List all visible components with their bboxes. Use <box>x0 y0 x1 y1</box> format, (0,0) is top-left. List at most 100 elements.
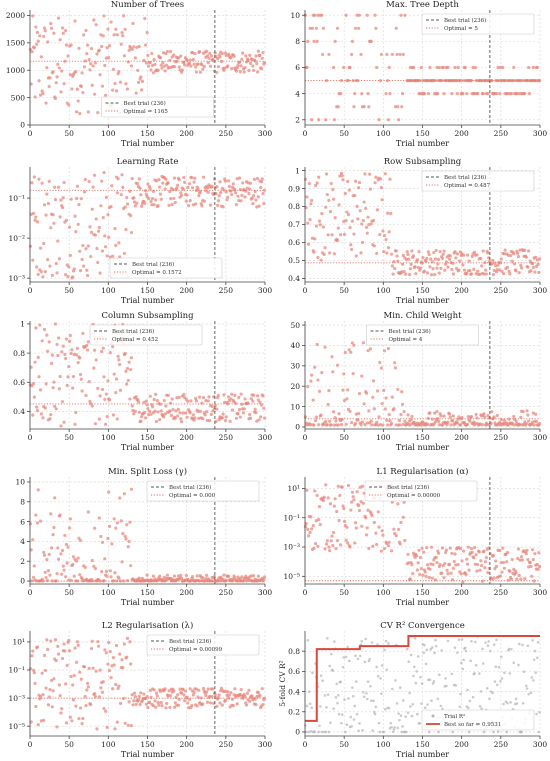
data-point <box>495 413 499 418</box>
data-point <box>75 184 79 188</box>
legend-box <box>421 13 535 35</box>
trial-r2-point <box>351 686 354 689</box>
data-point <box>185 193 189 197</box>
data-point <box>146 53 150 58</box>
data-point <box>345 397 349 401</box>
data-point <box>165 49 170 54</box>
trial-r2-point <box>402 699 405 702</box>
data-point <box>330 534 334 538</box>
data-point <box>442 576 446 580</box>
data-point <box>114 243 118 247</box>
data-point <box>56 336 61 340</box>
data-point <box>93 61 98 65</box>
data-point <box>162 398 166 403</box>
data-point <box>103 63 107 68</box>
data-point <box>317 423 321 427</box>
data-point <box>354 526 358 530</box>
data-point <box>101 346 105 350</box>
y-tick-label: 8 <box>295 37 300 46</box>
data-point <box>186 701 190 705</box>
data-point <box>327 388 331 393</box>
legend-label: Trial R² <box>444 713 465 720</box>
data-point <box>328 419 332 423</box>
y-tick-label: 0.8 <box>288 202 300 211</box>
data-point <box>367 409 371 413</box>
y-tick-label: 0.5 <box>288 256 300 265</box>
y-tick-label: 2000 <box>6 11 25 20</box>
data-point <box>114 579 119 583</box>
data-point <box>323 547 327 551</box>
trial-r2-point <box>438 673 441 677</box>
data-point <box>142 692 146 696</box>
trial-r2-point <box>439 704 443 708</box>
x-tick-label: 50 <box>339 129 349 138</box>
data-point <box>435 409 439 414</box>
data-point <box>426 92 430 96</box>
data-point <box>61 564 65 568</box>
data-point <box>54 81 58 85</box>
data-point <box>490 410 494 414</box>
trial-r2-point <box>495 638 498 642</box>
data-point <box>400 402 405 406</box>
data-point <box>215 185 219 189</box>
trial-r2-point <box>457 638 461 641</box>
trial-r2-point <box>485 687 489 690</box>
data-point <box>230 193 234 197</box>
data-point <box>152 397 156 402</box>
data-point <box>153 699 157 703</box>
trial-r2-point <box>428 678 432 682</box>
data-point <box>531 65 535 70</box>
data-point <box>197 50 202 54</box>
data-point <box>43 270 47 274</box>
data-point <box>168 189 172 194</box>
trial-r2-point <box>413 636 417 640</box>
x-tick-label: 100 <box>376 286 391 295</box>
data-point <box>68 253 72 258</box>
x-axis-label: Trial number <box>396 598 449 607</box>
data-point <box>480 579 485 583</box>
data-point <box>163 687 167 691</box>
data-point <box>42 26 47 30</box>
legend-box <box>146 480 260 502</box>
trial-r2-point <box>462 658 465 662</box>
data-point <box>44 686 48 690</box>
data-point <box>236 194 240 198</box>
data-point <box>322 252 326 256</box>
data-point <box>76 556 80 560</box>
data-point <box>239 64 243 68</box>
data-point <box>448 546 452 550</box>
data-point <box>144 399 148 403</box>
data-point <box>526 413 530 417</box>
data-point <box>77 536 81 540</box>
data-point <box>157 703 161 707</box>
data-point <box>202 64 206 69</box>
legend-box <box>109 257 223 279</box>
data-point <box>136 400 141 404</box>
trial-r2-point <box>373 712 377 716</box>
data-point <box>58 694 62 698</box>
data-point <box>330 355 334 359</box>
data-point <box>75 346 79 350</box>
data-point <box>108 569 112 573</box>
data-point <box>532 423 536 427</box>
data-point <box>242 407 246 411</box>
data-point <box>122 579 126 583</box>
trial-r2-point <box>432 680 436 683</box>
data-point <box>59 552 63 556</box>
data-point <box>151 574 155 578</box>
data-point <box>36 272 40 277</box>
data-point <box>179 191 183 195</box>
data-point <box>231 704 235 708</box>
data-point <box>306 39 310 43</box>
data-point <box>471 65 475 70</box>
data-point <box>524 422 528 426</box>
data-point <box>107 640 111 645</box>
data-point <box>89 230 94 235</box>
data-point <box>103 245 108 249</box>
data-point <box>33 360 37 364</box>
data-point <box>118 652 122 656</box>
data-point <box>54 261 58 266</box>
legend-label: Optimal = 0.00099 <box>169 647 223 653</box>
trial-r2-point <box>374 705 378 709</box>
data-point <box>85 688 89 692</box>
